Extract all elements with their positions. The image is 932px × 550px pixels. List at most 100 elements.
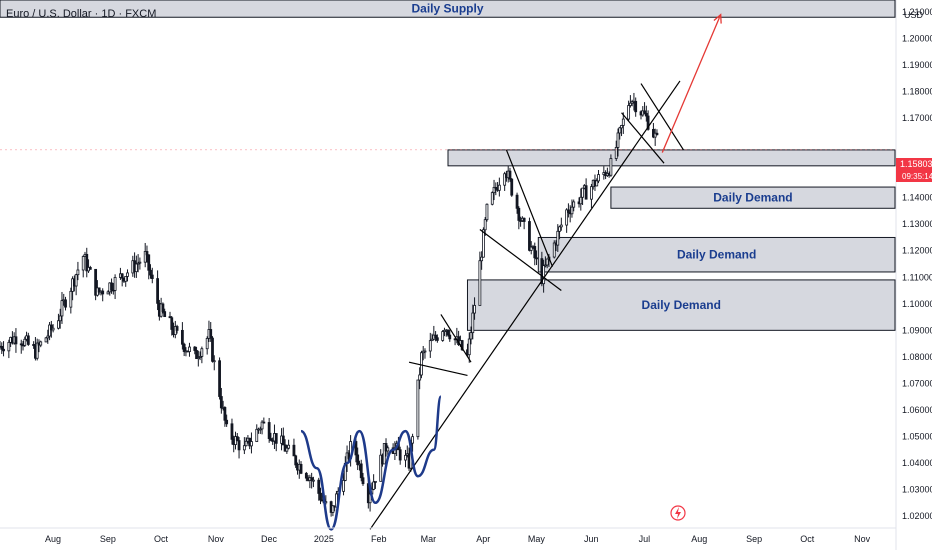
candle-2025-04-02	[469, 326, 473, 345]
x-tick-label: Mar	[421, 534, 437, 544]
y-tick-label: 1.09000	[902, 325, 932, 335]
zone-1[interactable]	[447, 149, 896, 167]
zone-3[interactable]	[537, 236, 896, 273]
candle-2025-04-28	[515, 192, 519, 214]
candle-2024-12-05	[260, 420, 264, 435]
candle-2024-07-19	[14, 328, 18, 353]
price-axis[interactable]: 1.02000 1.03000 1.04000 1.05000 1.06000 1.070…	[902, 7, 932, 521]
candle-2025-03-03	[416, 379, 420, 440]
candle-2024-10-29	[195, 346, 198, 360]
bolt-icon[interactable]	[670, 505, 686, 521]
candle-2025-01-27	[354, 437, 358, 463]
candle-2024-09-20	[126, 269, 129, 282]
candle-2024-10-22	[182, 342, 186, 357]
candle-2024-10-25	[188, 342, 191, 357]
candle-2024-08-08	[49, 320, 53, 338]
candle-2025-04-15	[492, 179, 496, 201]
y-tick-label: 1.21000	[902, 7, 932, 17]
x-tick-label: Apr	[476, 534, 490, 544]
zone-2[interactable]	[610, 186, 896, 209]
y-tick-label: 1.05000	[902, 431, 932, 441]
candle-2025-06-27	[621, 112, 625, 134]
candle-2025-07-04	[634, 97, 638, 117]
candle-2025-06-04	[581, 187, 584, 206]
time-axis[interactable]: Aug Sep Oct Nov Dec 2025 Feb Mar Apr May Jun Jul Aug…	[45, 534, 871, 544]
trendline-2[interactable]	[440, 314, 472, 363]
candle-2024-07-15	[7, 339, 11, 359]
trendline-1[interactable]	[408, 361, 468, 377]
candle-2025-05-06	[529, 241, 533, 255]
candle-2024-10-28	[193, 346, 197, 355]
candle-2024-09-19	[124, 276, 128, 287]
chart-title: Euro / U.S. Dollar · 1D · FXCM	[6, 8, 157, 20]
candle-2025-04-14	[490, 191, 494, 206]
candle-2025-06-24	[616, 128, 620, 157]
x-tick-label: Sep	[100, 534, 116, 544]
candle-2025-07-16	[655, 129, 659, 136]
candle-2024-12-19	[285, 444, 289, 454]
zone-label-2: Daily Demand	[713, 191, 792, 205]
candle-2024-07-24	[23, 336, 27, 347]
candle-2024-11-15	[225, 414, 229, 427]
zone-label-0: Daily Supply	[411, 2, 483, 16]
candle-2024-08-28	[85, 247, 89, 278]
candle-2025-01-03	[312, 476, 315, 488]
candle-2025-03-17	[441, 330, 445, 342]
y-tick-label: 1.08000	[902, 352, 932, 362]
candle-2024-08-26	[81, 255, 85, 278]
candle-2025-06-12	[595, 178, 599, 187]
candle-2025-05-05	[528, 217, 531, 252]
candle-2025-05-29	[570, 199, 574, 218]
candle-2024-07-29	[32, 341, 36, 349]
pattern-curve[interactable]	[300, 395, 443, 531]
candle-2024-10-21	[180, 322, 184, 350]
y-tick-label: 1.20000	[902, 33, 932, 43]
candle-2025-03-04	[418, 367, 422, 390]
y-tick-label: 1.03000	[902, 485, 932, 495]
candle-2024-10-07	[156, 270, 159, 311]
candle-2024-09-06	[101, 288, 105, 302]
candle-2024-10-03	[149, 264, 152, 279]
trendline-5[interactable]	[640, 83, 685, 151]
trendline-0[interactable]	[369, 80, 681, 530]
trendline-4[interactable]	[505, 149, 554, 267]
candle-2024-11-26	[244, 437, 248, 447]
zones-layer	[0, 0, 896, 331]
candle-2024-10-11	[163, 308, 167, 318]
y-tick-label: 1.14000	[902, 193, 932, 203]
y-tick-label: 1.02000	[902, 511, 932, 521]
candle-2024-08-02	[39, 340, 43, 348]
zone-4[interactable]	[466, 279, 896, 331]
candle-2024-11-29	[250, 432, 253, 454]
candle-2024-07-26	[26, 332, 30, 346]
candle-2025-06-13	[597, 170, 600, 184]
candle-2025-06-20	[609, 154, 613, 177]
candle-2025-03-21	[448, 329, 452, 342]
candle-2024-10-15	[170, 316, 174, 336]
current-price-badge: 1.15803 09:35:14	[896, 158, 932, 182]
candle-2025-05-27	[567, 203, 570, 218]
candle-2025-01-28	[356, 447, 360, 471]
candle-2024-12-24	[294, 454, 298, 468]
candle-2025-02-12	[382, 443, 386, 465]
current-price-timer: 09:35:14	[902, 172, 932, 181]
candle-2024-12-17	[281, 427, 285, 446]
trendline-3[interactable]	[479, 229, 562, 292]
candle-2025-06-26	[620, 124, 623, 137]
x-tick-label: Dec	[261, 534, 278, 544]
trendlines-layer	[0, 13, 896, 531]
candle-2025-02-06	[372, 474, 376, 491]
y-tick-label: 1.04000	[902, 458, 932, 468]
candle-2025-05-22	[558, 225, 561, 240]
candle-2024-09-27	[138, 257, 142, 270]
candle-2024-09-04	[97, 287, 101, 295]
x-tick-label: May	[528, 534, 546, 544]
y-tick-label: 1.12000	[902, 246, 932, 256]
zone-0[interactable]	[0, 0, 896, 18]
trendline-6[interactable]	[621, 112, 665, 164]
candle-2024-09-17	[120, 273, 124, 287]
projection-arrow[interactable]	[661, 13, 722, 153]
candle-2025-06-30	[627, 100, 631, 122]
candle-2025-04-04	[473, 297, 476, 320]
